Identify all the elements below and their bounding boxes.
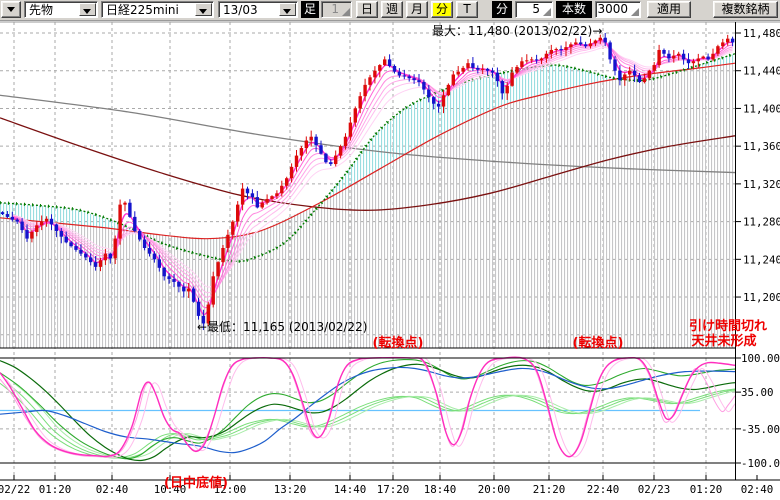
time-axis-label: 12:00 (214, 483, 247, 496)
oscillator-axis-label: 35.00 (741, 386, 774, 399)
annotations: 最大：11,480 (2013/02/22)→ ←最低：11,165 (2013/… (164, 24, 767, 491)
chevron-down-icon (7, 7, 15, 16)
minute-stepper[interactable]: 5 (515, 1, 553, 18)
trend-fills (0, 53, 735, 348)
contract-dropdown-button[interactable] (279, 3, 296, 16)
candlesticks (0, 33, 735, 331)
symbol-combobox[interactable]: 日経225mini (101, 1, 214, 18)
apply-button[interactable]: 適用 (647, 1, 691, 18)
chart-canvas: 11,480 11,440 11,400 11,360 11,320 11,280 11,2… (0, 21, 780, 496)
time-axis-label: 02/23 (638, 483, 671, 496)
time-axis-label: 02:40 (741, 483, 774, 496)
period-day-button[interactable]: 日 (356, 1, 378, 18)
market-value: 先物 (29, 3, 54, 17)
time-axis-label: 10:40 (154, 483, 187, 496)
spinner-grip-icon[interactable] (543, 8, 551, 16)
price-axis-label: 11,240 (743, 253, 780, 266)
no-ceiling-annotation: 天井未形成 (691, 333, 756, 349)
price-axis-label: 11,400 (743, 102, 780, 115)
symbol-value: 日経225mini (106, 3, 179, 17)
bar-type-label: 足 (301, 1, 319, 18)
bar-count-label: 本数 (556, 1, 592, 18)
spinner-grip-icon[interactable] (631, 8, 639, 16)
chevron-down-icon (199, 9, 207, 18)
close-timeout-annotation: 引け時間切れ (689, 318, 767, 334)
market-dropdown-button[interactable] (79, 3, 96, 16)
time-axis-label: 01:20 (39, 483, 72, 496)
time-axis-label: 13:20 (274, 483, 307, 496)
price-axis-label: 11,360 (743, 140, 780, 153)
price-axis-label: 11,280 (743, 216, 780, 229)
time-axis-label: 14:40 (334, 483, 367, 496)
chevron-down-icon (283, 9, 291, 18)
axes-frame (0, 22, 780, 481)
min-price-annotation: ←最低：11,165 (2013/02/22) (197, 320, 367, 334)
bar-interval-value: 1 (331, 2, 339, 16)
contract-month-value: 13/03 (223, 3, 258, 17)
period-tick-button[interactable]: T (456, 1, 478, 18)
moving-averages (0, 52, 735, 263)
multi-symbol-button[interactable]: 複数銘柄 (713, 1, 778, 18)
period-week-button[interactable]: 週 (381, 1, 403, 18)
ema-ribbon (12, 39, 733, 316)
period-minute-button[interactable]: 分 (431, 1, 453, 18)
symbol-dropdown-button[interactable] (195, 3, 212, 16)
contract-month-combobox[interactable]: 13/03 (218, 1, 298, 18)
time-axis-label: 17:20 (377, 483, 410, 496)
time-axis-label: 02:40 (96, 483, 129, 496)
time-axis-label: 18:40 (424, 483, 457, 496)
bar-count-stepper[interactable]: 3000 (595, 1, 641, 18)
oscillator-panel (0, 356, 735, 462)
time-axis-label: 20:00 (478, 483, 511, 496)
turning-point-annotation-1: (転換点) (373, 335, 424, 351)
minute-value: 5 (532, 2, 540, 16)
favorites-dropdown-button[interactable] (1, 1, 21, 18)
oscillator-axis-label: -35.00 (741, 423, 780, 436)
price-axis-label: 11,200 (743, 291, 780, 304)
axis-labels: 11,480 11,440 11,400 11,360 11,320 11,280 11,2… (0, 27, 780, 496)
toolbar: 先物 日経225mini 13/03 足 1 日 週 月 分 T 分 5 本数 … (0, 0, 780, 21)
bar-interval-stepper[interactable]: 1 (321, 1, 352, 18)
chevron-down-icon (83, 9, 91, 18)
oscillator-axis-label: 100.00 (741, 352, 780, 365)
time-axis-label: 01:20 (690, 483, 723, 496)
turning-point-annotation-2: (転換点) (573, 335, 624, 351)
price-axis-label: 11,480 (743, 27, 780, 40)
spinner-grip-icon[interactable] (342, 8, 350, 16)
price-axis-label: 11,320 (743, 178, 780, 191)
time-axis-label: 21:20 (533, 483, 566, 496)
market-combobox[interactable]: 先物 (24, 1, 98, 18)
max-price-annotation: 最大：11,480 (2013/02/22)→ (432, 24, 602, 38)
time-axis-label: 22:40 (587, 483, 620, 496)
price-axis-label: 11,440 (743, 65, 780, 78)
period-month-button[interactable]: 月 (406, 1, 428, 18)
minute-label: 分 (492, 1, 512, 18)
oscillator-axis-label: -100.00 (741, 457, 780, 470)
bar-count-value: 3000 (597, 2, 628, 16)
intraday-bottom-annotation: (日中底値) (164, 475, 228, 491)
time-axis-label: 02/22 (0, 483, 30, 496)
